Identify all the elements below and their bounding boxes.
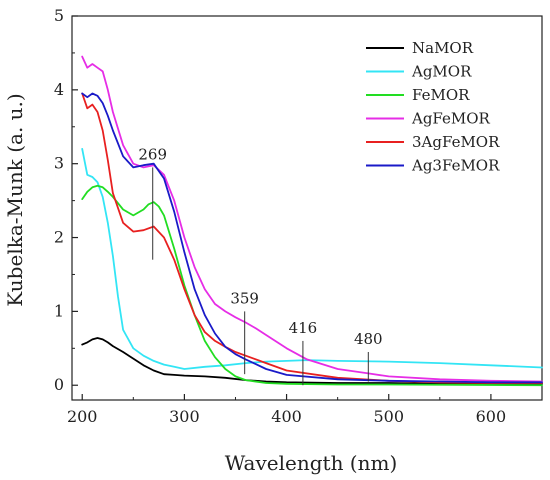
legend-label: AgMOR bbox=[411, 63, 472, 81]
series-line-agfemor bbox=[81, 55, 543, 383]
annotation-label: 416 bbox=[289, 319, 318, 337]
legend-label: Ag3FeMOR bbox=[411, 157, 500, 175]
y-axis-title: Kubelka-Munk (a. u.) bbox=[3, 93, 27, 306]
axes-layer: 200 300 400 500 600 0 1 2 3 4 5 bbox=[54, 6, 506, 426]
series-line-ag3femor bbox=[81, 92, 543, 384]
series-line-3agfemor bbox=[81, 92, 543, 384]
y-tick-label: 0 bbox=[54, 375, 64, 394]
legend-label: AgFeMOR bbox=[411, 110, 491, 128]
x-tick-label: 600 bbox=[476, 407, 507, 426]
y-tick-label: 2 bbox=[54, 228, 64, 247]
y-tick-label: 5 bbox=[54, 6, 64, 25]
annotation-label: 269 bbox=[138, 145, 167, 163]
annotation-label: 480 bbox=[354, 330, 383, 348]
y-tick-label: 3 bbox=[54, 154, 64, 173]
x-tick-label: 400 bbox=[271, 407, 302, 426]
plot-border bbox=[71, 15, 543, 401]
legend-label: 3AgFeMOR bbox=[412, 133, 500, 151]
x-tick-label: 500 bbox=[373, 407, 404, 426]
plot-frame bbox=[71, 15, 543, 401]
series-layer bbox=[81, 55, 543, 387]
x-tick-label: 300 bbox=[169, 407, 200, 426]
series-line-namor bbox=[81, 337, 543, 385]
x-axis-title: Wavelength (nm) bbox=[225, 451, 398, 475]
y-tick-label: 4 bbox=[54, 80, 64, 99]
legend-label: FeMOR bbox=[412, 86, 470, 104]
annotation-layer: 269 359 416 480 bbox=[138, 145, 383, 386]
y-tick-label: 1 bbox=[54, 301, 64, 320]
annotation-label: 359 bbox=[230, 289, 259, 307]
x-tick-label: 200 bbox=[67, 407, 98, 426]
legend: NaMOR AgMOR FeMOR AgFeMOR 3AgFeMOR Ag3FeMOR bbox=[366, 39, 500, 175]
legend-label: NaMOR bbox=[412, 39, 474, 57]
series-line-agmor bbox=[81, 147, 543, 370]
series-line-femor bbox=[81, 184, 543, 387]
